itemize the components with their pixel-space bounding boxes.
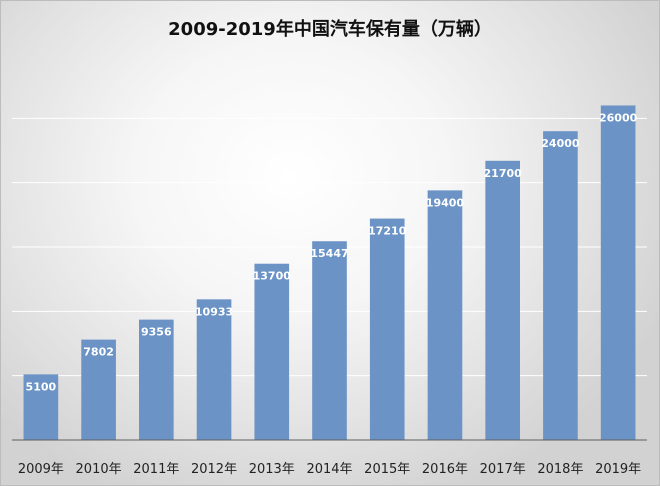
x-tick-label: 2016年 <box>422 462 468 477</box>
x-tick-label: 2013年 <box>249 462 295 477</box>
data-labels: 5100 7802 9356 10933 13700 15447 17210 19400 217… <box>26 111 638 393</box>
bar <box>139 319 174 440</box>
bar <box>543 131 578 440</box>
bar <box>485 160 520 440</box>
bar <box>312 241 347 440</box>
bar-value-label: 17210 <box>368 225 407 238</box>
x-tick-label: 2015年 <box>364 462 410 477</box>
x-tick-label: 2010年 <box>76 462 122 477</box>
bar-value-label: 10933 <box>195 305 233 318</box>
x-tick-label: 2012年 <box>191 462 237 477</box>
bar <box>254 263 290 440</box>
chart-title: 2009-2019年中国汽车保有量（万辆） <box>168 19 492 40</box>
x-tick-label: 2017年 <box>480 462 526 477</box>
bar <box>369 218 405 440</box>
x-axis-tick-labels: 2009年 2010年 2011年 2012年 2013年 2014年 2015年 2016年… <box>18 462 641 477</box>
bar-series <box>23 105 636 440</box>
x-tick-label: 2019年 <box>595 462 641 477</box>
x-tick-label: 2009年 <box>18 462 64 477</box>
bar <box>600 105 636 440</box>
bar-value-label: 19400 <box>426 196 465 209</box>
bar <box>81 339 116 440</box>
x-tick-label: 2018年 <box>537 462 583 477</box>
bar-value-label: 13700 <box>253 270 292 283</box>
bar-value-label: 5100 <box>26 380 57 393</box>
bar-value-label: 7802 <box>83 346 114 359</box>
bar-value-label: 9356 <box>141 326 172 339</box>
x-tick-label: 2011年 <box>133 462 179 477</box>
bar <box>196 299 232 440</box>
bar-value-label: 26000 <box>599 111 638 124</box>
bar <box>427 190 463 440</box>
bar-value-label: 15447 <box>310 247 348 260</box>
bar <box>23 374 59 440</box>
bar-value-label: 21700 <box>484 167 523 180</box>
x-tick-label: 2014年 <box>306 462 352 477</box>
bar-value-label: 24000 <box>541 137 580 150</box>
